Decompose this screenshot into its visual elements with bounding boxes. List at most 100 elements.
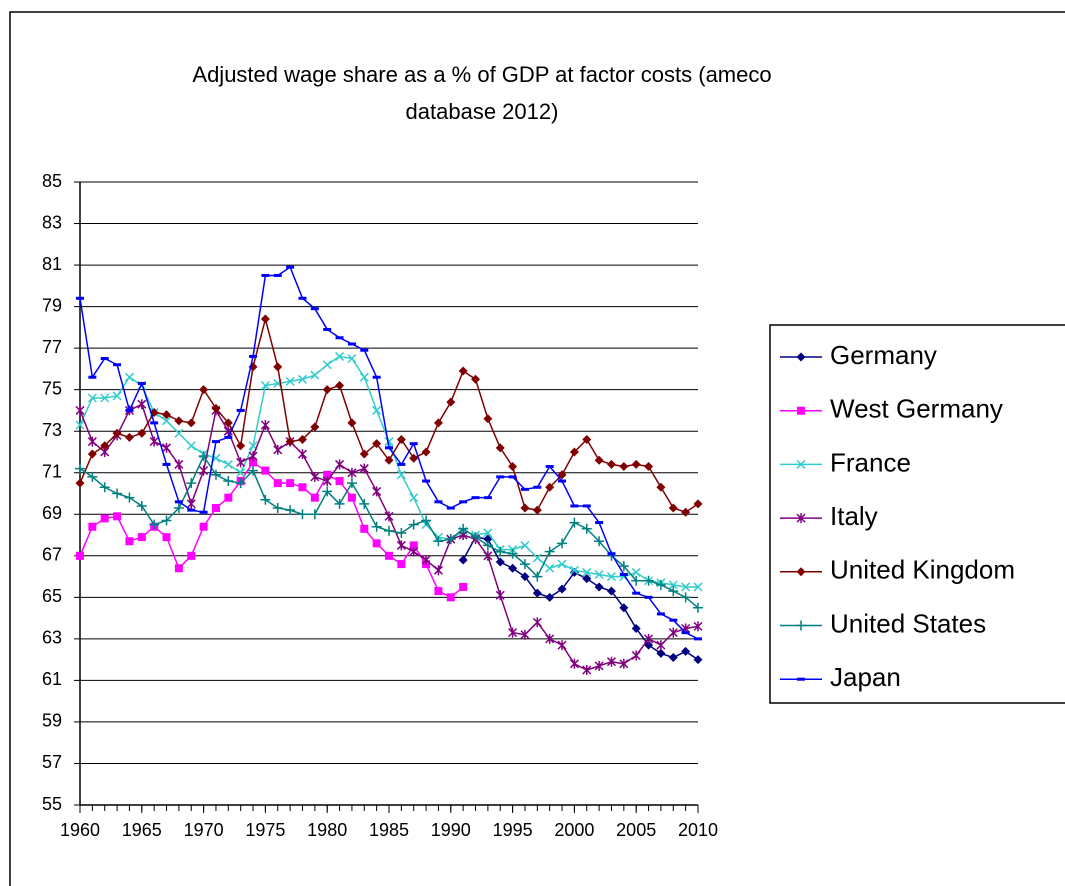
marker <box>248 451 258 462</box>
marker <box>223 459 233 469</box>
marker <box>174 416 184 426</box>
marker <box>285 376 295 386</box>
marker <box>409 541 418 550</box>
marker <box>656 482 666 492</box>
marker <box>569 565 579 575</box>
marker <box>582 665 592 676</box>
marker <box>224 493 233 502</box>
marker <box>99 482 110 493</box>
marker <box>347 418 357 428</box>
chart-title: Adjusted wage share as a % of GDP at fac… <box>192 62 772 124</box>
marker <box>187 551 196 560</box>
marker <box>210 469 221 480</box>
legend-marker <box>796 567 806 577</box>
marker <box>631 459 641 469</box>
legend-label: Italy <box>830 501 878 531</box>
marker <box>619 462 629 472</box>
marker <box>335 351 345 361</box>
marker <box>310 422 320 432</box>
marker <box>594 569 604 580</box>
marker <box>459 582 468 591</box>
marker <box>495 546 506 557</box>
legend-marker <box>796 513 806 524</box>
marker <box>532 553 542 563</box>
marker <box>322 476 332 487</box>
marker <box>384 437 394 447</box>
marker <box>384 511 394 522</box>
marker <box>272 503 283 514</box>
marker <box>582 567 592 577</box>
legend-label: United States <box>830 608 986 638</box>
legend-label: Germany <box>830 340 937 370</box>
marker <box>199 385 209 395</box>
marker <box>544 546 555 557</box>
marker <box>594 536 605 547</box>
marker <box>619 603 629 613</box>
marker <box>557 640 567 651</box>
marker <box>310 471 320 482</box>
marker <box>681 646 691 656</box>
marker <box>631 575 642 586</box>
marker <box>668 627 678 638</box>
marker <box>631 650 641 661</box>
marker <box>532 505 542 515</box>
marker <box>285 437 295 447</box>
marker <box>112 391 122 401</box>
marker <box>545 592 555 602</box>
y-tick-label: 77 <box>42 337 62 357</box>
marker <box>495 557 505 567</box>
y-tick-label: 63 <box>42 628 62 648</box>
marker <box>434 587 443 596</box>
marker <box>87 436 97 447</box>
legend-label: France <box>830 447 911 477</box>
marker <box>372 439 382 449</box>
x-tick-label: 1980 <box>307 820 347 840</box>
x-tick-label: 1985 <box>369 820 409 840</box>
legend-label: United Kingdom <box>830 555 1015 585</box>
marker <box>297 449 308 460</box>
marker <box>149 519 160 530</box>
marker <box>681 507 691 517</box>
marker <box>100 441 110 451</box>
marker <box>335 459 345 470</box>
marker <box>149 436 159 447</box>
marker <box>322 486 333 497</box>
marker <box>236 457 246 468</box>
marker <box>100 514 109 523</box>
marker <box>483 414 493 424</box>
marker <box>260 314 270 324</box>
marker <box>297 509 308 520</box>
marker <box>508 627 518 638</box>
marker <box>409 493 419 503</box>
y-tick-label: 85 <box>42 171 62 191</box>
marker <box>483 528 493 538</box>
marker <box>569 447 579 457</box>
marker <box>421 515 432 526</box>
marker <box>545 563 555 573</box>
legend-box <box>769 324 1065 704</box>
marker <box>458 555 468 565</box>
marker <box>161 442 172 453</box>
marker <box>334 498 345 509</box>
marker <box>508 462 518 472</box>
marker <box>495 590 505 601</box>
marker <box>470 532 481 543</box>
marker <box>186 478 197 489</box>
marker <box>681 582 691 592</box>
marker <box>173 503 184 514</box>
y-tick-label: 79 <box>42 295 62 315</box>
marker <box>384 455 394 465</box>
marker <box>557 470 567 480</box>
marker <box>445 534 456 545</box>
marker <box>298 483 307 492</box>
marker <box>124 372 134 382</box>
marker <box>693 655 703 665</box>
marker <box>137 428 147 438</box>
marker <box>100 393 110 403</box>
marker <box>76 551 84 560</box>
y-tick-label: 83 <box>42 212 62 232</box>
x-tick-label: 1965 <box>122 820 162 840</box>
marker <box>249 458 258 467</box>
marker <box>360 524 369 533</box>
marker <box>87 393 97 403</box>
